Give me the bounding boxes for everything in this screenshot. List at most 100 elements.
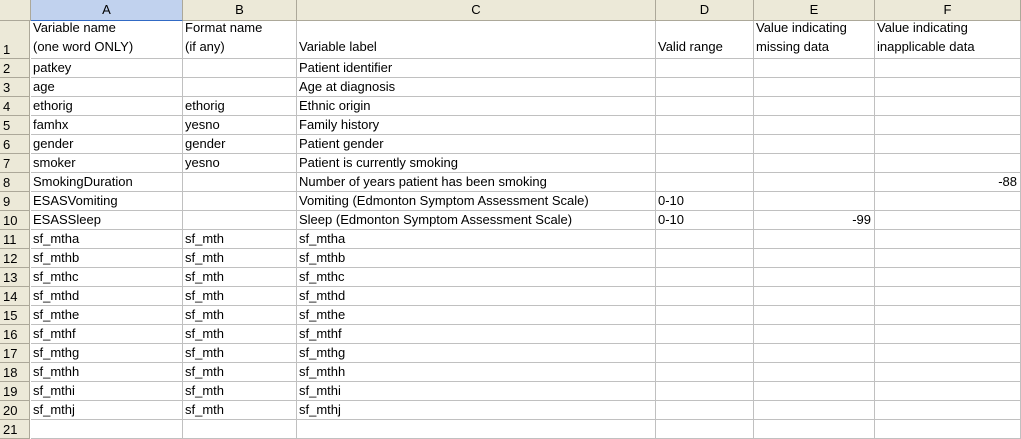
cell-c[interactable]: sf_mthg: [297, 344, 656, 363]
cell-e[interactable]: [754, 192, 875, 211]
column-header-b[interactable]: B: [183, 0, 297, 21]
cell-d[interactable]: [656, 59, 754, 78]
cell-e[interactable]: [754, 287, 875, 306]
cell-f[interactable]: [875, 249, 1021, 268]
cell-f[interactable]: [875, 135, 1021, 154]
cell-a[interactable]: sf_mthd: [31, 287, 183, 306]
cell-a[interactable]: sf_mthj: [31, 401, 183, 420]
cell-c[interactable]: Patient is currently smoking: [297, 154, 656, 173]
row-header-8[interactable]: 8: [0, 173, 30, 192]
cell-a[interactable]: sf_mthi: [31, 382, 183, 401]
row-header-7[interactable]: 7: [0, 154, 30, 173]
cell-a[interactable]: famhx: [31, 116, 183, 135]
cell-c[interactable]: Vomiting (Edmonton Symptom Assessment Sc…: [297, 192, 656, 211]
cell-e[interactable]: Value indicating missing data: [754, 20, 875, 59]
cell-c[interactable]: Sleep (Edmonton Symptom Assessment Scale…: [297, 211, 656, 230]
cell-e[interactable]: [754, 325, 875, 344]
cell-d[interactable]: [656, 382, 754, 401]
cell-c[interactable]: sf_mtha: [297, 230, 656, 249]
cell-d[interactable]: [656, 325, 754, 344]
cell-d[interactable]: [656, 401, 754, 420]
cell-f[interactable]: [875, 363, 1021, 382]
cell-f[interactable]: -88: [875, 173, 1021, 192]
cell-e[interactable]: [754, 363, 875, 382]
cell-e[interactable]: [754, 116, 875, 135]
cell-a[interactable]: ESASVomiting: [31, 192, 183, 211]
cell-b[interactable]: sf_mth: [183, 344, 297, 363]
row-header-9[interactable]: 9: [0, 192, 30, 211]
cell-f[interactable]: [875, 325, 1021, 344]
cell-a[interactable]: sf_mthf: [31, 325, 183, 344]
cell-c[interactable]: Family history: [297, 116, 656, 135]
cell-b[interactable]: [183, 59, 297, 78]
cell-d[interactable]: [656, 363, 754, 382]
cell-c[interactable]: sf_mthd: [297, 287, 656, 306]
cell-e[interactable]: [754, 78, 875, 97]
cell-b[interactable]: sf_mth: [183, 401, 297, 420]
cell-a[interactable]: sf_mthh: [31, 363, 183, 382]
cell-d[interactable]: [656, 135, 754, 154]
cell-d[interactable]: 0-10: [656, 211, 754, 230]
cell-e[interactable]: [754, 230, 875, 249]
row-header-17[interactable]: 17: [0, 344, 30, 363]
cell-e[interactable]: [754, 249, 875, 268]
cell-f[interactable]: [875, 59, 1021, 78]
cell-e[interactable]: [754, 268, 875, 287]
cell-d[interactable]: [656, 287, 754, 306]
cell-c[interactable]: sf_mthi: [297, 382, 656, 401]
cell-f[interactable]: [875, 116, 1021, 135]
row-header-12[interactable]: 12: [0, 249, 30, 268]
cell-a[interactable]: age: [31, 78, 183, 97]
row-header-13[interactable]: 13: [0, 268, 30, 287]
cell-c[interactable]: Patient identifier: [297, 59, 656, 78]
column-header-e[interactable]: E: [754, 0, 875, 21]
cell-c[interactable]: sf_mthh: [297, 363, 656, 382]
cell-c[interactable]: sf_mthe: [297, 306, 656, 325]
cell-f[interactable]: [875, 211, 1021, 230]
row-header-4[interactable]: 4: [0, 97, 30, 116]
cell-a[interactable]: sf_mthe: [31, 306, 183, 325]
row-header-2[interactable]: 2: [0, 59, 30, 78]
row-header-18[interactable]: 18: [0, 363, 30, 382]
cell-c[interactable]: sf_mthc: [297, 268, 656, 287]
cell-a[interactable]: ESASSleep: [31, 211, 183, 230]
cell-d[interactable]: [656, 344, 754, 363]
row-header-1[interactable]: 1: [0, 21, 30, 59]
cell-e[interactable]: [754, 59, 875, 78]
cell-c[interactable]: sf_mthf: [297, 325, 656, 344]
cell-f[interactable]: [875, 306, 1021, 325]
cell-e[interactable]: [754, 401, 875, 420]
column-header-c[interactable]: C: [297, 0, 656, 21]
cell-c[interactable]: Variable label: [297, 21, 656, 59]
cell-f[interactable]: [875, 344, 1021, 363]
row-header-20[interactable]: 20: [0, 401, 30, 420]
cell-e[interactable]: [754, 344, 875, 363]
cell-d[interactable]: [656, 249, 754, 268]
row-header-6[interactable]: 6: [0, 135, 30, 154]
cell-a[interactable]: Variable name (one word ONLY): [31, 20, 183, 59]
cell-b[interactable]: sf_mth: [183, 230, 297, 249]
row-header-16[interactable]: 16: [0, 325, 30, 344]
cell-f[interactable]: [875, 382, 1021, 401]
cell-b[interactable]: gender: [183, 135, 297, 154]
cell-a[interactable]: ethorig: [31, 97, 183, 116]
cell-a[interactable]: sf_mtha: [31, 230, 183, 249]
column-header-d[interactable]: D: [656, 0, 754, 21]
cell-d[interactable]: Valid range: [656, 21, 754, 59]
cell-f[interactable]: [875, 97, 1021, 116]
cell-b[interactable]: [183, 211, 297, 230]
cell-f[interactable]: [875, 230, 1021, 249]
cell-e[interactable]: [754, 154, 875, 173]
cell-c[interactable]: Patient gender: [297, 135, 656, 154]
cell-a[interactable]: smoker: [31, 154, 183, 173]
cell-d[interactable]: [656, 268, 754, 287]
row-header-5[interactable]: 5: [0, 116, 30, 135]
cell-a[interactable]: patkey: [31, 59, 183, 78]
cell-e[interactable]: [754, 97, 875, 116]
select-all-corner[interactable]: [0, 0, 31, 21]
cell-d[interactable]: 0-10: [656, 192, 754, 211]
row-header-11[interactable]: 11: [0, 230, 30, 249]
cell-c[interactable]: sf_mthb: [297, 249, 656, 268]
cell-d[interactable]: [656, 78, 754, 97]
cell-b[interactable]: [183, 173, 297, 192]
